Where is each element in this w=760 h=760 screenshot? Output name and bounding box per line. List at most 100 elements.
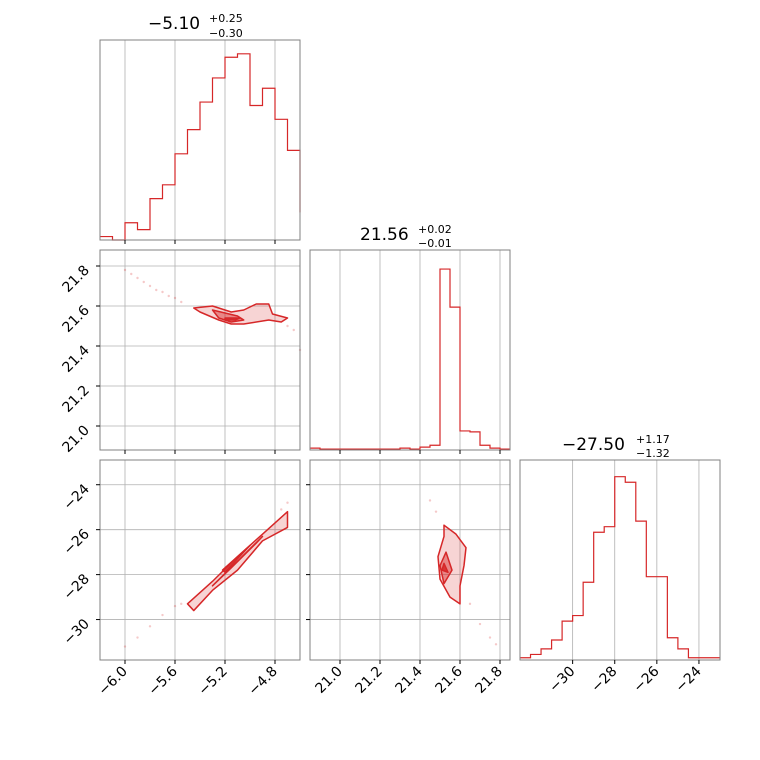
sample-point xyxy=(136,636,139,639)
sample-point xyxy=(173,604,177,608)
contour-middle xyxy=(211,535,264,587)
histogram-bin xyxy=(480,445,490,450)
title-minus-2: −1.32 xyxy=(636,447,670,460)
histogram-bin xyxy=(470,432,480,450)
histogram-bin xyxy=(541,649,552,660)
contour-inner xyxy=(224,317,241,321)
histogram-bin xyxy=(625,482,636,660)
x-tick-label: −30 xyxy=(546,664,578,696)
x-tick-label: −5.6 xyxy=(145,663,180,698)
panel-frame xyxy=(99,459,301,661)
contour-outer xyxy=(193,303,289,325)
panel-frame xyxy=(309,459,511,661)
x-tick-label: 21.8 xyxy=(472,664,505,697)
histogram-step-line xyxy=(100,53,301,241)
histogram-bin xyxy=(225,57,238,240)
sample-point xyxy=(292,328,295,332)
title-plus-0: +0.25 xyxy=(209,12,243,25)
sample-point xyxy=(180,300,183,304)
sample-point xyxy=(286,324,289,328)
sample-point xyxy=(478,622,482,626)
title-minus-0: −0.30 xyxy=(209,27,243,40)
histogram-bin xyxy=(552,640,563,660)
x-tick-label: 21.6 xyxy=(432,663,465,696)
histogram-bin xyxy=(188,130,201,240)
histogram-bin xyxy=(125,223,138,240)
histogram-step-line xyxy=(310,268,510,450)
histogram-bin xyxy=(275,119,288,240)
sample-point xyxy=(130,272,133,276)
x-tick-label: −5.2 xyxy=(195,664,230,699)
panel-contour-param-1-vs-2 xyxy=(309,459,511,661)
sample-point xyxy=(434,510,438,513)
panel-hist-param-1 xyxy=(309,249,511,451)
histogram-bin xyxy=(450,307,460,450)
sample-point xyxy=(161,290,164,294)
contour-outer xyxy=(437,524,467,605)
y-tick-label: 21.2 xyxy=(59,383,92,416)
sample-point xyxy=(280,508,283,511)
y-tick-label: 21.0 xyxy=(59,423,92,456)
histogram-bin xyxy=(604,527,615,660)
x-tick-label: 21.4 xyxy=(392,663,425,696)
panel-frame xyxy=(519,459,721,661)
sample-point xyxy=(180,602,183,606)
panel-hist-param-2 xyxy=(519,459,721,661)
sample-point xyxy=(148,284,152,288)
histogram-bin xyxy=(175,154,188,240)
x-tick-label: −24 xyxy=(673,663,705,695)
y-tick-label: 21.8 xyxy=(59,263,92,296)
sample-point xyxy=(123,268,127,272)
panel-frame xyxy=(99,39,301,241)
x-tick-label: −28 xyxy=(588,664,620,696)
title-median-2: −27.50 xyxy=(562,435,625,455)
sample-point xyxy=(148,625,152,628)
histogram-bin xyxy=(430,445,440,450)
sample-point xyxy=(173,296,177,300)
sample-point xyxy=(161,613,164,617)
sample-point xyxy=(155,288,158,292)
sample-point xyxy=(428,499,432,502)
histogram-bin xyxy=(250,106,263,240)
histogram-bin xyxy=(263,88,276,240)
histogram-bin xyxy=(636,521,647,660)
histogram-bin xyxy=(667,638,678,660)
histogram-bin xyxy=(594,532,605,660)
x-tick-label: −6.0 xyxy=(95,664,130,699)
x-tick-label: 21.2 xyxy=(352,664,385,697)
histogram-bin xyxy=(657,577,668,660)
histogram-bin xyxy=(646,577,657,660)
title-param-2: −27.50 +1.17 −1.32 xyxy=(562,433,670,460)
histogram-bin xyxy=(573,616,584,660)
sample-point xyxy=(136,276,139,280)
histogram-bin xyxy=(460,431,470,450)
sample-point xyxy=(488,636,492,639)
y-tick-label: 21.4 xyxy=(59,342,92,375)
title-median-0: −5.10 xyxy=(148,14,200,34)
histogram-bin xyxy=(213,78,226,240)
panel-contour-param-0-vs-1 xyxy=(99,249,302,451)
y-tick-label: 21.6 xyxy=(59,302,92,335)
histogram-bin xyxy=(440,269,450,450)
panel-hist-param-0 xyxy=(99,39,301,241)
x-tick-label: −4.8 xyxy=(245,664,280,699)
y-tick-label: −30 xyxy=(61,616,93,648)
sample-point xyxy=(142,280,145,284)
contour-inner xyxy=(441,562,449,574)
histogram-bin xyxy=(678,649,689,660)
histogram-bin xyxy=(163,185,176,240)
y-tick-label: −28 xyxy=(61,571,93,603)
title-plus-1: +0.02 xyxy=(418,223,452,236)
histogram-bin xyxy=(288,150,301,240)
title-median-1: 21.56 xyxy=(360,225,409,245)
x-tick-label: 21.0 xyxy=(312,664,345,697)
title-minus-1: −0.01 xyxy=(418,237,452,250)
histogram-bin xyxy=(238,54,251,240)
histogram-bin xyxy=(138,230,151,240)
histogram-bin xyxy=(200,102,213,240)
x-tick-label: −26 xyxy=(630,663,662,695)
title-param-0: −5.10 +0.25 −0.30 xyxy=(148,12,243,40)
histogram-bin xyxy=(615,477,626,660)
histogram-bin xyxy=(150,199,163,240)
